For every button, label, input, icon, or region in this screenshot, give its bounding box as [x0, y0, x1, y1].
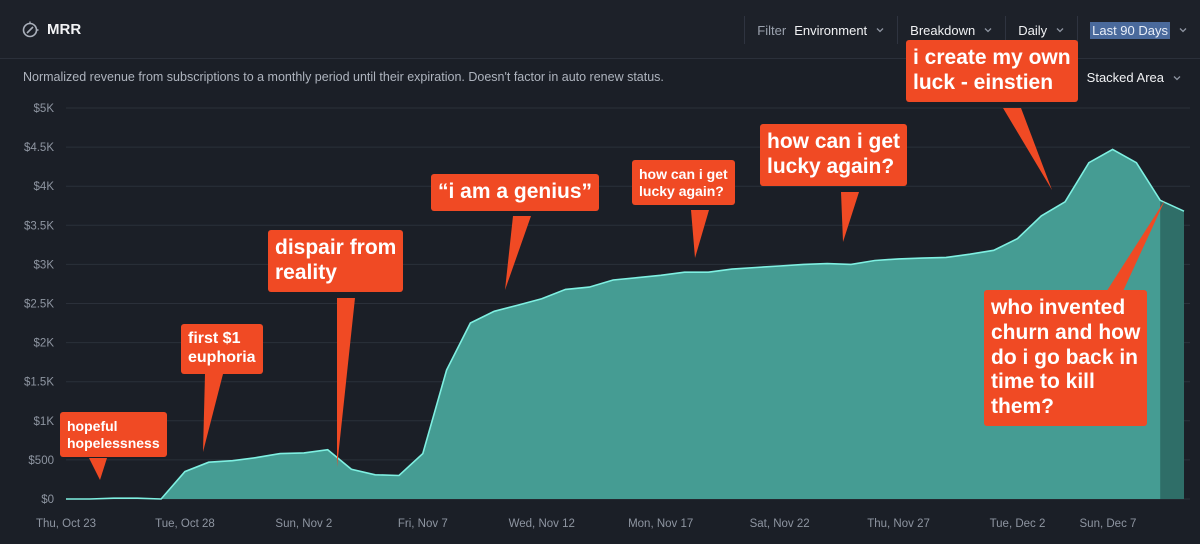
- chart-header: MRR Filter Environment Breakdown Daily L…: [0, 0, 1200, 59]
- mrr-line: [66, 148, 1185, 500]
- annotation-callout: i create my own luck - einstien: [906, 40, 1078, 102]
- breakdown-label: Breakdown: [910, 22, 976, 38]
- x-tick-label: Sun, Nov 2: [275, 518, 332, 530]
- y-tick-label: $5K: [34, 103, 55, 115]
- x-tick-label: Sun, Dec 7: [1080, 518, 1137, 530]
- chevron-down-icon: [1179, 28, 1187, 33]
- y-tick-label: $0: [41, 494, 54, 506]
- annotation-callout: dispair from reality: [268, 230, 404, 292]
- chevron-down-icon: [876, 28, 884, 33]
- annotation-callout: “i am a genius”: [431, 174, 600, 211]
- y-tick-label: $2.5K: [24, 299, 54, 311]
- y-tick-label: $2K: [34, 338, 55, 350]
- y-tick-label: $4K: [34, 181, 55, 193]
- callout-pointer: [1003, 108, 1052, 190]
- callout-pointer: [1101, 200, 1165, 300]
- annotation-callout: hopeful hopelessness: [60, 412, 167, 458]
- callout-pointer: [89, 458, 107, 480]
- y-tick-label: $3.5K: [24, 220, 54, 232]
- chevron-down-icon: [1173, 75, 1181, 80]
- chart-mode-label: Stacked Area: [1086, 70, 1164, 85]
- annotation-callout: how can i get lucky again?: [760, 124, 908, 186]
- chart-controls: Filter Environment Breakdown Daily Last …: [744, 16, 1200, 44]
- callout-pointer: [203, 374, 223, 452]
- callout-pointer: [691, 210, 709, 258]
- x-tick-label: Thu, Nov 27: [867, 518, 930, 530]
- y-tick-label: $1K: [34, 416, 55, 428]
- annotation-callout: how can i get lucky again?: [632, 160, 735, 206]
- chart-title: MRR: [47, 21, 82, 38]
- mrr-area-tail: [1160, 200, 1184, 500]
- x-tick-label: Tue, Dec 2: [990, 518, 1046, 530]
- mrr-icon: [22, 21, 39, 38]
- environment-label: Environment: [794, 22, 868, 38]
- y-tick-label: $4.5K: [24, 142, 54, 154]
- interval-dropdown[interactable]: Daily: [1005, 16, 1077, 44]
- breakdown-dropdown[interactable]: Breakdown: [897, 16, 1005, 44]
- y-tick-label: $1.5K: [24, 377, 54, 389]
- callout-pointer: [841, 192, 859, 242]
- mrr-area: [66, 149, 1184, 499]
- chevron-down-icon: [984, 28, 992, 33]
- interval-label: Daily: [1018, 22, 1048, 38]
- annotation-callout: who invented churn and how do i go back …: [984, 290, 1148, 426]
- annotation-callout: first $1 euphoria: [181, 324, 263, 374]
- chevron-down-icon: [1056, 28, 1064, 33]
- date-range-label: Last 90 Days: [1090, 21, 1170, 39]
- x-tick-label: Mon, Nov 17: [628, 518, 693, 530]
- x-tick-label: Sat, Nov 22: [750, 518, 810, 530]
- x-tick-label: Thu, Oct 23: [36, 518, 96, 530]
- x-tick-label: Wed, Nov 12: [509, 518, 575, 530]
- x-tick-label: Tue, Oct 28: [155, 518, 215, 530]
- y-tick-label: $500: [28, 455, 54, 467]
- callout-pointer: [505, 216, 531, 290]
- filter-label: Filter: [757, 22, 787, 38]
- environment-filter[interactable]: Filter Environment: [744, 16, 897, 44]
- x-tick-label: Fri, Nov 7: [398, 518, 448, 530]
- callout-pointer: [337, 298, 355, 467]
- date-range-dropdown[interactable]: Last 90 Days: [1077, 16, 1200, 44]
- chart-description: Normalized revenue from subscriptions to…: [23, 70, 664, 84]
- y-tick-label: $3K: [34, 259, 55, 271]
- chart-mode-dropdown[interactable]: Stacked Area: [1087, 70, 1182, 85]
